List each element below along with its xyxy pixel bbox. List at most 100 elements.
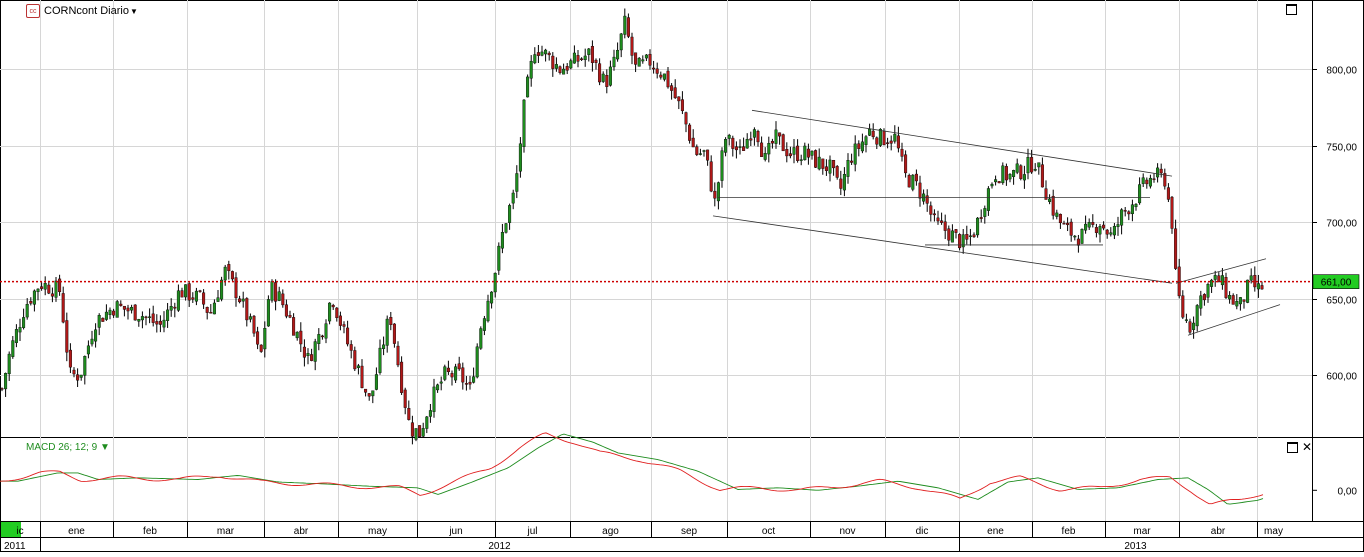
candle-body: [598, 64, 601, 82]
price-tick-label: 700,00: [1326, 219, 1357, 230]
candle-body: [12, 341, 15, 357]
candle-body: [850, 161, 853, 163]
exchange-logo-icon: cc: [26, 4, 40, 18]
candle-body: [559, 67, 562, 73]
maximize-macd-panel-button[interactable]: [1287, 442, 1298, 453]
candle-body: [1138, 185, 1141, 203]
candle-body: [1167, 188, 1170, 200]
candle-body: [1002, 166, 1005, 183]
candle-body: [670, 86, 673, 91]
chevron-down-icon[interactable]: ▼: [100, 442, 110, 453]
candle-body: [364, 389, 367, 392]
candle-body: [134, 305, 137, 320]
macd-indicator-label[interactable]: MACD 26; 12; 9 ▼: [26, 442, 110, 453]
candle-body: [951, 231, 954, 242]
candle-body: [40, 287, 43, 289]
candle-body: [1261, 285, 1264, 289]
candle-body: [933, 214, 936, 215]
candle-body: [800, 160, 803, 161]
candle-body: [58, 279, 61, 292]
candle-body: [868, 129, 871, 135]
chevron-down-icon[interactable]: ▼: [130, 7, 138, 16]
candle-body: [260, 345, 263, 352]
candle-body: [890, 141, 893, 143]
candle-body: [879, 129, 882, 145]
chart-header[interactable]: cc CORNcont Diario ▼: [26, 3, 138, 19]
candle-body: [1189, 322, 1192, 333]
candle-body: [782, 135, 785, 151]
candle-body: [580, 59, 583, 60]
candle-body: [469, 382, 472, 384]
candle-body: [418, 425, 421, 436]
candle-body: [426, 417, 429, 429]
candle-body: [1257, 284, 1260, 289]
candle-body: [555, 64, 558, 68]
candle-body: [433, 387, 436, 412]
candle-body: [775, 130, 778, 144]
candle-body: [26, 304, 29, 317]
candle-body: [87, 346, 90, 354]
candle-body: [706, 150, 709, 160]
candle-body: [325, 324, 328, 338]
candle-body: [930, 206, 933, 215]
year-tick-label: 2013: [1124, 541, 1147, 552]
candle-body: [213, 303, 216, 314]
candle-body: [1243, 300, 1246, 302]
candle-body: [1056, 213, 1059, 217]
candle-body: [390, 317, 393, 325]
candle-body: [454, 367, 457, 380]
year-tick-label: 2012: [488, 541, 511, 552]
candle-body: [480, 329, 483, 349]
candle-body: [926, 196, 929, 204]
maximize-price-panel-button[interactable]: [1286, 4, 1297, 15]
candle-body: [494, 273, 497, 292]
candle-body: [206, 307, 209, 312]
candle-body: [242, 299, 245, 301]
candle-body: [742, 147, 745, 151]
candle-body: [627, 18, 630, 37]
close-icon[interactable]: ✕: [1302, 441, 1312, 453]
candle-body: [894, 134, 897, 141]
candle-body: [80, 375, 83, 377]
candle-body: [1052, 196, 1055, 215]
candle-body: [897, 136, 900, 148]
candle-body: [645, 55, 648, 58]
month-tick-label: ene: [68, 526, 85, 537]
candle-body: [584, 56, 587, 60]
candle-body: [1120, 210, 1123, 226]
candle-body: [562, 69, 565, 74]
candle-body: [980, 217, 983, 218]
candle-body: [1077, 239, 1080, 245]
candle-body: [764, 153, 767, 159]
candle-body: [397, 346, 400, 365]
candle-body: [523, 100, 526, 147]
month-tick-label: feb: [143, 526, 157, 537]
candle-body: [393, 324, 396, 344]
candle-body: [818, 157, 821, 169]
candle-body: [958, 234, 961, 248]
candle-body: [1020, 166, 1023, 179]
candle-body: [490, 292, 493, 303]
candle-body: [1250, 276, 1253, 280]
candle-body: [1236, 301, 1239, 306]
candle-body: [667, 71, 670, 87]
candle-body: [368, 393, 371, 396]
candle-body: [1214, 275, 1217, 279]
candle-body: [166, 310, 169, 321]
candle-body: [116, 301, 119, 317]
candle-body: [721, 151, 724, 181]
candle-body: [8, 354, 11, 374]
candle-body: [1207, 284, 1210, 297]
candle-body: [1041, 165, 1044, 187]
candle-body: [1070, 222, 1073, 235]
candle-body: [343, 325, 346, 327]
candle-body: [1146, 180, 1149, 184]
candle-body: [62, 293, 65, 322]
candle-body: [595, 60, 598, 63]
candle-body: [1092, 222, 1095, 224]
candle-body: [246, 298, 249, 320]
candle-body: [732, 138, 735, 149]
candle-body: [620, 34, 623, 50]
candle-body: [408, 408, 411, 419]
